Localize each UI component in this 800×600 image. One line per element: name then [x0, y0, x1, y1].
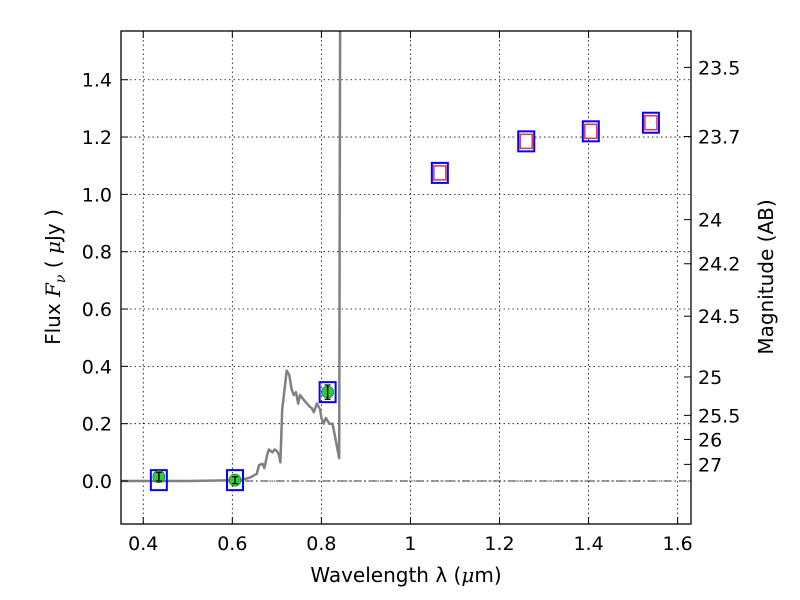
upper-limit-marker: [519, 133, 533, 150]
magnitude-tick-label: 24: [698, 210, 722, 232]
upper-limit-marker: [644, 114, 658, 131]
model-photometry-marker: [430, 161, 449, 184]
model-photometry-marker: [517, 130, 536, 153]
model-sed-layer: [121, 30, 342, 483]
model-photometry-marker: [149, 469, 168, 492]
marker-layer: [149, 111, 660, 492]
x-tick-label: 1.4: [573, 533, 603, 555]
y-axis-label: Flux Fν ( μJy ): [41, 209, 69, 345]
magnitude-tick-label: 25: [698, 367, 722, 389]
x-tick-label: 0.4: [128, 533, 158, 555]
plot-frame: [120, 30, 692, 525]
magnitude-tick-label: 23.5: [698, 57, 740, 79]
model-photometry-marker: [581, 120, 600, 143]
y-axis-right-magnitude: 23.5 23.7 24 24.2 24.5 25 25.526 27: [684, 57, 740, 476]
y-tick-label: 0.4: [82, 356, 112, 378]
y-tick-label: 1.0: [82, 184, 112, 206]
x-axis-label: Wavelength λ (μm): [310, 563, 501, 587]
y-tick-label: 1.2: [82, 127, 112, 149]
magnitude-tick-label: 24.5: [698, 306, 740, 328]
y-tick-label: 0.2: [82, 414, 112, 436]
magnitude-tick-label: 25.5: [698, 405, 740, 427]
magnitude-tick-label: 27: [698, 454, 722, 476]
model-photometry-marker: [641, 111, 660, 134]
y2-axis-label: Magnitude (AB): [754, 199, 778, 354]
y-tick-label: 0.0: [82, 471, 112, 493]
y-tick-label: 1.4: [82, 70, 112, 92]
y-axis-left: 0.0 0.2 0.4 0.6 0.8 1.0 1.2 1.4: [82, 70, 128, 493]
model-photometry-marker: [318, 381, 337, 404]
magnitude-tick-label: 23.7: [698, 126, 740, 148]
magnitude-tick-label: 26: [698, 429, 722, 451]
x-tick-label: 0.6: [217, 533, 247, 555]
plot-area: [121, 31, 691, 524]
x-tick-label: 1.6: [663, 533, 693, 555]
magnitude-tick-label: 24.2: [698, 254, 740, 276]
x-tick-label: 1.2: [484, 533, 514, 555]
x-axis: 0.4 0.6 0.8 1 1.2 1.4 1.6: [128, 31, 693, 555]
y-tick-label: 0.8: [82, 242, 112, 264]
y-tick-label: 0.6: [82, 299, 112, 321]
x-tick-label: 1: [404, 533, 416, 555]
model-sed-line: [121, 30, 342, 483]
upper-limit-marker: [433, 165, 447, 181]
model-photometry-marker: [226, 469, 244, 492]
x-tick-label: 0.8: [306, 533, 336, 555]
upper-limit-marker: [584, 123, 598, 140]
